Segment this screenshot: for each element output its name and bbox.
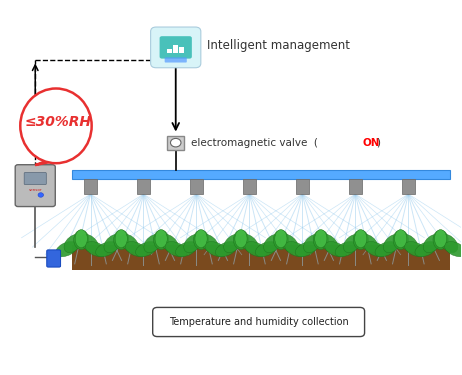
Ellipse shape xyxy=(335,242,357,257)
Ellipse shape xyxy=(423,234,441,253)
Ellipse shape xyxy=(434,230,447,248)
Ellipse shape xyxy=(160,234,178,253)
Ellipse shape xyxy=(96,242,117,257)
Text: Intelligent management: Intelligent management xyxy=(207,39,350,52)
Ellipse shape xyxy=(233,230,249,250)
Ellipse shape xyxy=(280,234,298,253)
FancyBboxPatch shape xyxy=(190,179,203,194)
FancyBboxPatch shape xyxy=(151,27,201,68)
Ellipse shape xyxy=(153,230,169,250)
Ellipse shape xyxy=(375,242,397,257)
Ellipse shape xyxy=(360,234,378,253)
FancyBboxPatch shape xyxy=(349,179,362,194)
Ellipse shape xyxy=(383,234,401,253)
Ellipse shape xyxy=(215,242,237,257)
FancyBboxPatch shape xyxy=(167,136,184,150)
Ellipse shape xyxy=(81,234,98,253)
Ellipse shape xyxy=(56,242,78,257)
FancyBboxPatch shape xyxy=(243,179,256,194)
Ellipse shape xyxy=(165,242,187,257)
Ellipse shape xyxy=(405,242,426,257)
Ellipse shape xyxy=(184,234,202,253)
Ellipse shape xyxy=(274,230,288,250)
Ellipse shape xyxy=(20,88,91,163)
Ellipse shape xyxy=(201,234,219,253)
Ellipse shape xyxy=(85,242,107,257)
Ellipse shape xyxy=(74,230,89,250)
Ellipse shape xyxy=(400,234,418,253)
Ellipse shape xyxy=(224,234,242,253)
Ellipse shape xyxy=(393,230,408,250)
FancyBboxPatch shape xyxy=(137,179,150,194)
FancyBboxPatch shape xyxy=(47,250,61,267)
FancyBboxPatch shape xyxy=(173,45,178,53)
FancyBboxPatch shape xyxy=(402,179,415,194)
Ellipse shape xyxy=(395,230,407,248)
Ellipse shape xyxy=(135,242,157,257)
Ellipse shape xyxy=(343,234,361,253)
Ellipse shape xyxy=(365,242,386,257)
Ellipse shape xyxy=(235,230,247,248)
FancyBboxPatch shape xyxy=(159,36,192,58)
FancyBboxPatch shape xyxy=(15,165,55,207)
FancyBboxPatch shape xyxy=(179,47,184,53)
Ellipse shape xyxy=(440,234,458,253)
Ellipse shape xyxy=(444,242,462,257)
Text: Temperature and humidity collection: Temperature and humidity collection xyxy=(169,317,348,327)
Ellipse shape xyxy=(104,234,122,253)
Text: ON: ON xyxy=(362,138,380,148)
Ellipse shape xyxy=(304,234,322,253)
Ellipse shape xyxy=(285,242,306,257)
Ellipse shape xyxy=(433,230,448,250)
FancyBboxPatch shape xyxy=(153,308,365,337)
Ellipse shape xyxy=(121,234,139,253)
Ellipse shape xyxy=(325,242,346,257)
Ellipse shape xyxy=(155,230,167,248)
Ellipse shape xyxy=(64,234,82,253)
Ellipse shape xyxy=(125,242,147,257)
Circle shape xyxy=(38,193,43,197)
Ellipse shape xyxy=(295,242,317,257)
Ellipse shape xyxy=(313,230,328,250)
Ellipse shape xyxy=(355,230,367,248)
FancyBboxPatch shape xyxy=(164,57,187,63)
FancyBboxPatch shape xyxy=(84,179,97,194)
Text: ≤30%RH: ≤30%RH xyxy=(25,115,92,129)
Ellipse shape xyxy=(144,234,162,253)
Polygon shape xyxy=(35,159,61,165)
Ellipse shape xyxy=(195,230,207,248)
Ellipse shape xyxy=(415,242,437,257)
Text: ): ) xyxy=(376,138,380,148)
Ellipse shape xyxy=(115,230,128,248)
Ellipse shape xyxy=(194,230,209,250)
Text: electromagnetic valve  (: electromagnetic valve ( xyxy=(191,138,318,148)
Ellipse shape xyxy=(240,234,258,253)
Ellipse shape xyxy=(320,234,338,253)
Ellipse shape xyxy=(245,242,267,257)
FancyBboxPatch shape xyxy=(167,48,172,53)
Ellipse shape xyxy=(315,230,327,248)
FancyBboxPatch shape xyxy=(72,170,450,179)
Ellipse shape xyxy=(353,230,368,250)
Ellipse shape xyxy=(275,230,287,248)
Ellipse shape xyxy=(75,230,87,248)
Ellipse shape xyxy=(205,242,227,257)
Text: sensor: sensor xyxy=(29,188,42,192)
Circle shape xyxy=(170,138,181,147)
FancyBboxPatch shape xyxy=(296,179,309,194)
Ellipse shape xyxy=(264,234,281,253)
FancyBboxPatch shape xyxy=(24,172,46,184)
Ellipse shape xyxy=(176,242,197,257)
Ellipse shape xyxy=(255,242,277,257)
FancyBboxPatch shape xyxy=(72,245,450,270)
Ellipse shape xyxy=(114,230,129,250)
